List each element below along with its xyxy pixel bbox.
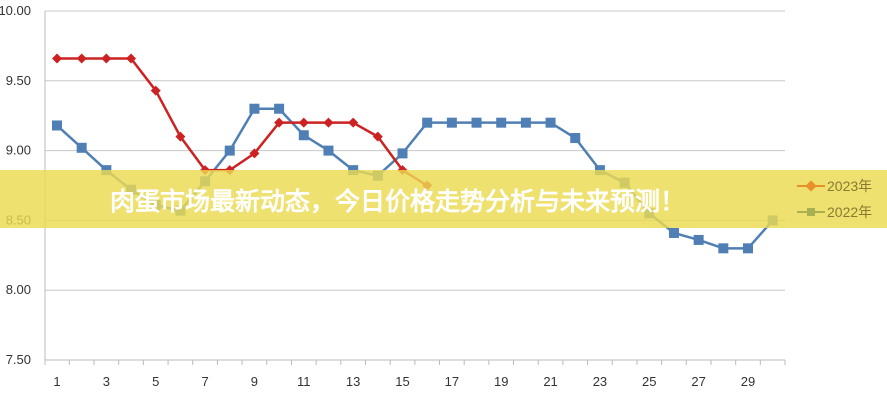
x-tick-label: 5 [152, 374, 159, 389]
data-point [175, 131, 186, 142]
data-point [52, 120, 62, 131]
data-point [693, 234, 704, 245]
x-tick-label: 21 [543, 374, 557, 389]
legend-item-2022: 2022年 [797, 199, 872, 225]
x-tick-label: 9 [251, 374, 258, 389]
data-point [298, 117, 309, 128]
banner-title: 肉蛋市场最新动态，今日价格走势分析与未来预测！ [110, 187, 686, 216]
square-marker-icon [807, 208, 815, 216]
data-point [101, 53, 112, 64]
data-point [372, 131, 383, 142]
data-point [76, 53, 87, 64]
legend-line-2023 [797, 180, 825, 192]
x-tick-label: 25 [642, 374, 656, 389]
data-point [422, 117, 433, 128]
y-tick-label: 10.00 [0, 3, 31, 18]
data-point [249, 148, 260, 159]
x-tick-label: 3 [103, 374, 110, 389]
y-tick-label: 9.00 [6, 143, 31, 158]
legend-line-2022 [797, 208, 825, 216]
data-point [249, 103, 260, 114]
series-line-2023年 [57, 57, 428, 187]
x-tick-label: 27 [691, 374, 705, 389]
x-tick-label: 11 [297, 374, 311, 389]
legend: 2023年 2022年 [797, 173, 872, 225]
x-tick-label: 7 [201, 374, 208, 389]
data-point [496, 117, 507, 128]
data-point [224, 145, 235, 156]
data-point [298, 130, 309, 141]
y-tick-label: 8.00 [6, 282, 31, 297]
data-point [348, 117, 359, 128]
title-banner [0, 170, 887, 228]
data-point [76, 142, 87, 153]
x-tick-label: 17 [445, 374, 459, 389]
data-point [126, 53, 137, 64]
data-point [274, 117, 285, 128]
legend-item-2023: 2023年 [797, 173, 872, 199]
data-point [743, 243, 753, 254]
data-point [150, 85, 161, 96]
x-tick-label: 1 [53, 374, 60, 389]
data-point [570, 133, 581, 144]
legend-label: 2023年 [827, 178, 873, 194]
diamond-marker-icon [805, 180, 817, 192]
x-tick-label: 19 [494, 374, 508, 389]
data-point [520, 117, 531, 128]
data-point [471, 117, 482, 128]
y-tick-label: 9.50 [6, 73, 31, 88]
y-tick-label: 7.50 [6, 352, 31, 367]
data-point [397, 148, 408, 159]
data-point [52, 53, 62, 64]
data-point [446, 117, 457, 128]
x-tick-label: 13 [346, 374, 360, 389]
x-tick-label: 29 [741, 374, 755, 389]
data-point [718, 243, 729, 254]
data-point [323, 145, 334, 156]
legend-label: 2022年 [827, 204, 873, 220]
x-tick-label: 23 [593, 374, 607, 389]
data-point [668, 227, 679, 238]
data-point [274, 103, 285, 114]
data-point [323, 117, 334, 128]
x-tick-label: 15 [395, 374, 409, 389]
data-point [545, 117, 556, 128]
